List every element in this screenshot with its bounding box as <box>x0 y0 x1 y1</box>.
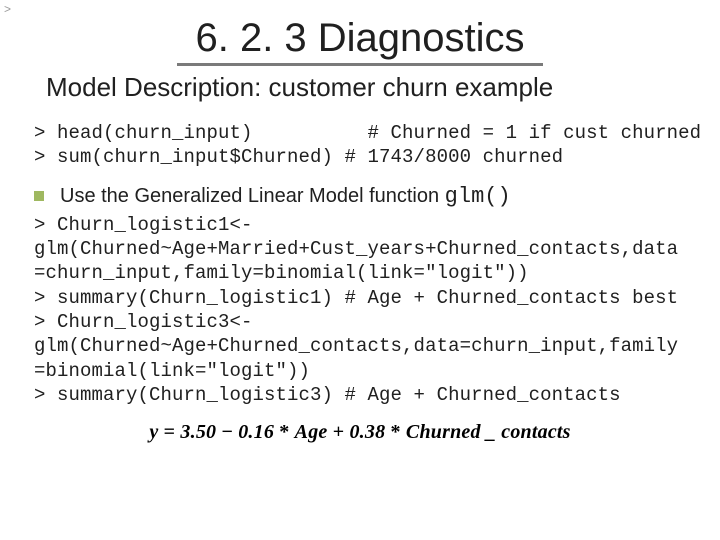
corner-mark: > <box>0 0 15 18</box>
bullet-func: glm() <box>445 184 511 209</box>
eq-lhs: y <box>149 421 158 443</box>
eq-mul1: * <box>279 421 294 443</box>
bullet-label: Use the Generalized Linear Model functio… <box>60 185 445 207</box>
eq-v2: Churned _ contacts <box>406 421 571 443</box>
code-line: glm(Churned~Age+Married+Cust_years+Churn… <box>34 238 678 260</box>
eq-c0: 3.50 <box>180 421 216 443</box>
eq-c1: 0.16 <box>238 421 274 443</box>
code-line: > Churn_logistic3<- <box>34 311 253 333</box>
code-block-1: > head(churn_input) # Churned = 1 if cus… <box>28 121 692 170</box>
code-line: > head(churn_input) # Churned = 1 if cus… <box>34 122 701 144</box>
bullet-text: Use the Generalized Linear Model functio… <box>60 184 511 209</box>
title-block: 6. 2. 3 Diagnostics <box>28 16 692 66</box>
code-line: =binomial(link="logit")) <box>34 360 310 382</box>
code-line: =churn_input,family=binomial(link="logit… <box>34 262 529 284</box>
code-line: > sum(churn_input$Churned) # 1743/8000 c… <box>34 146 563 168</box>
slide-subtitle: Model Description: customer churn exampl… <box>28 72 692 103</box>
eq-plus: + <box>333 421 350 443</box>
slide: > 6. 2. 3 Diagnostics Model Description:… <box>0 0 720 540</box>
code-block-2: > Churn_logistic1<- glm(Churned~Age+Marr… <box>28 213 692 408</box>
bullet-item: Use the Generalized Linear Model functio… <box>28 184 692 209</box>
slide-title: 6. 2. 3 Diagnostics <box>195 16 524 61</box>
code-line: > Churn_logistic1<- <box>34 214 253 236</box>
equation: y = 3.50 − 0.16 * Age + 0.38 * Churned _… <box>28 421 692 444</box>
code-line: > summary(Churn_logistic1) # Age + Churn… <box>34 287 678 309</box>
bullet-square-icon <box>34 191 44 201</box>
code-line: > summary(Churn_logistic3) # Age + Churn… <box>34 384 621 406</box>
eq-eq: = <box>164 421 181 443</box>
eq-c2: 0.38 <box>349 421 385 443</box>
eq-v1: Age <box>295 421 328 443</box>
title-underline <box>177 63 543 66</box>
eq-mul2: * <box>391 421 406 443</box>
code-line: glm(Churned~Age+Churned_contacts,data=ch… <box>34 335 678 357</box>
eq-minus: − <box>221 421 238 443</box>
